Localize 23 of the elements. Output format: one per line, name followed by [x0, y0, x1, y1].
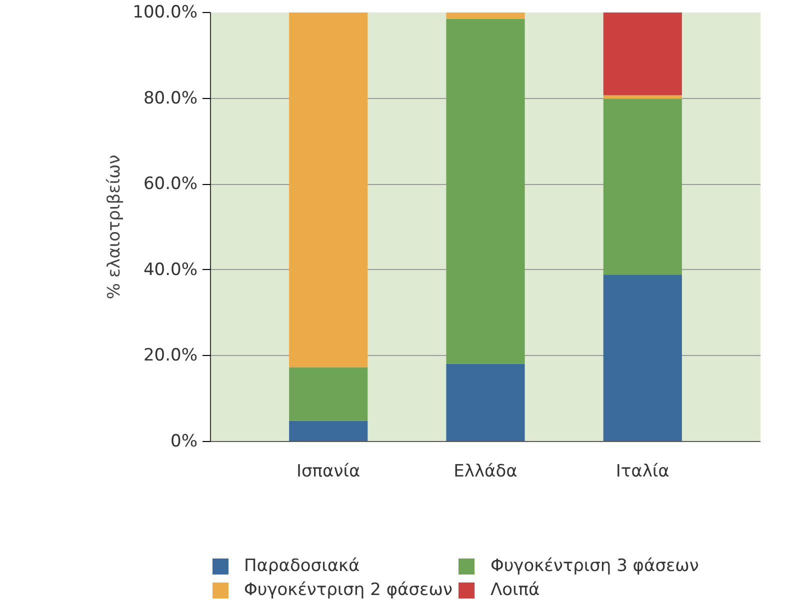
y-tick-label: 20.0% — [143, 346, 198, 366]
bar — [289, 420, 368, 442]
y-tick-label: 80.0% — [143, 88, 198, 108]
bar — [289, 367, 368, 421]
y-tick-label: 0% — [170, 432, 198, 452]
y-axis-title: % ελαιοτριβείων — [104, 154, 125, 300]
bar — [603, 98, 682, 275]
bar — [446, 18, 525, 364]
x-tick-label: Ελλάδα — [454, 462, 518, 482]
y-tick-label: 40.0% — [143, 260, 198, 280]
bar — [446, 364, 525, 442]
y-tick-label: 60.0% — [143, 174, 198, 194]
bar — [603, 274, 682, 442]
bar — [446, 12, 525, 19]
bar — [289, 12, 368, 368]
x-tick-label: Ισπανία — [296, 462, 360, 482]
legend-label: Φυγοκέντριση 2 φάσεων — [244, 580, 452, 600]
legend-label: Φυγοκέντριση 3 φάσεων — [490, 556, 699, 576]
legend-label: Παραδοσιακά — [244, 556, 360, 576]
bar — [603, 12, 682, 96]
x-tick-label: Ιταλία — [616, 462, 670, 482]
legend-label: Λοιπά — [490, 580, 540, 600]
y-tick-label: 100.0% — [132, 2, 198, 22]
